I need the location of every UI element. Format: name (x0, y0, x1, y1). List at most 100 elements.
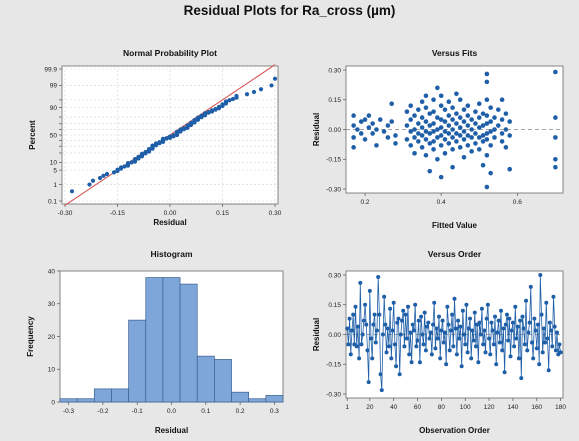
versus-order-point (351, 312, 356, 317)
versus-fits-point (476, 125, 482, 130)
versus-fits-point (435, 127, 440, 132)
histogram-bar (93, 388, 112, 403)
versus-fits-point (465, 113, 471, 118)
versus-fits-point (507, 119, 513, 124)
versus-fits-point (404, 137, 410, 142)
versus-order-point (366, 380, 371, 385)
versus-fits-point (484, 79, 490, 85)
versus-order-point (464, 302, 469, 307)
versus-order-point (518, 318, 523, 323)
versus-order-point (445, 304, 450, 309)
versus-order-point (371, 322, 376, 327)
versus-order-point (451, 344, 456, 349)
normal-probability-point (90, 178, 96, 183)
versus-fits-point (358, 131, 364, 136)
versus-order-point (549, 328, 554, 333)
versus-order-point (408, 330, 413, 335)
versus-fits-point (427, 168, 433, 174)
versus-order-point (397, 372, 402, 377)
versus-fits-point (488, 129, 493, 134)
versus-order-x-tick-label: 40 (390, 404, 398, 411)
versus-order-point (508, 354, 513, 359)
versus-fits-point (476, 147, 482, 152)
normal-probability-point (153, 141, 159, 146)
versus-order-point (376, 274, 381, 279)
versus-order-title: Versus Order (428, 249, 482, 259)
normal-probability-x-tick-label: -0.15 (110, 210, 125, 217)
versus-fits-point (503, 111, 509, 116)
versus-order-point (349, 328, 354, 333)
versus-order-x-tick-label: 100 (460, 404, 471, 411)
versus-fits-point (351, 135, 356, 140)
histogram-bar (248, 398, 267, 403)
versus-order-point (472, 310, 477, 315)
versus-fits-point (442, 151, 448, 156)
versus-fits-x-tick-label: 0.2 (361, 199, 370, 206)
versus-fits-point (446, 123, 452, 128)
versus-order-point (470, 328, 475, 333)
versus-fits-point (438, 174, 444, 180)
versus-order-point (394, 364, 399, 369)
versus-order-x-tick-label: 160 (531, 404, 542, 411)
versus-order-point (345, 326, 350, 331)
versus-fits-point (495, 107, 501, 112)
versus-order-point (346, 342, 351, 347)
versus-fits-point (507, 133, 513, 138)
versus-order-point (496, 318, 501, 323)
versus-fits-point (423, 137, 429, 142)
versus-order-point (404, 336, 409, 341)
versus-order-point (545, 336, 550, 341)
versus-order-point (429, 352, 434, 357)
versus-order-point (364, 322, 369, 327)
versus-fits-point (435, 135, 440, 140)
versus-fits-point (408, 117, 414, 122)
versus-order-point (347, 316, 352, 321)
versus-order-y-tick-label: 0.15 (328, 302, 341, 309)
versus-order-point (401, 308, 406, 313)
versus-fits-point (476, 135, 482, 140)
versus-fits-y-tick-label: 0.15 (328, 97, 341, 104)
versus-order-point (501, 326, 506, 331)
histogram-x-axis-label: Residual (155, 426, 188, 435)
versus-fits-point (484, 113, 490, 118)
versus-fits-point (431, 121, 436, 126)
versus-order-point (382, 294, 387, 299)
histogram-bar (111, 388, 129, 403)
versus-order-point (466, 326, 471, 331)
versus-fits-point (553, 69, 558, 75)
versus-order-point (447, 348, 452, 353)
normal-probability-point (101, 173, 106, 178)
versus-order-point (547, 320, 552, 325)
normal-probability-x-axis-label: Residual (153, 218, 186, 227)
versus-order-point (444, 362, 449, 367)
versus-order-point (435, 336, 440, 341)
versus-fits-point (446, 141, 452, 146)
versus-fits-point (488, 119, 493, 124)
main-title: Residual Plots for Ra_cross (µm) (183, 3, 396, 18)
normal-probability-y-tick-label: 5 (53, 167, 57, 174)
versus-order-point (535, 322, 540, 327)
versus-order-point (500, 348, 505, 353)
versus-order-point (456, 318, 461, 323)
versus-order-point (557, 342, 562, 347)
versus-order-point (385, 326, 390, 331)
versus-order-point (383, 322, 388, 327)
versus-fits-point (492, 115, 497, 120)
versus-fits-point (469, 135, 474, 140)
histogram-x-tick-label: 0.0 (167, 408, 176, 415)
versus-order-point (506, 338, 511, 343)
normal-probability-point (174, 129, 180, 134)
normal-probability-x-tick-label: -0.30 (58, 210, 73, 217)
versus-order-point (538, 272, 543, 277)
versus-order-point (452, 296, 457, 301)
normal-probability-point (125, 161, 131, 166)
normal-probability-y-tick-label: 99.9 (44, 66, 57, 73)
normal-probability-point (69, 189, 75, 194)
normal-probability-point (87, 182, 92, 187)
versus-fits-point (480, 133, 486, 138)
normal-probability-point (199, 113, 204, 118)
versus-order-point (459, 364, 464, 369)
normal-probability-point (129, 160, 134, 165)
versus-order-point (525, 348, 530, 353)
versus-order-point (388, 306, 393, 311)
